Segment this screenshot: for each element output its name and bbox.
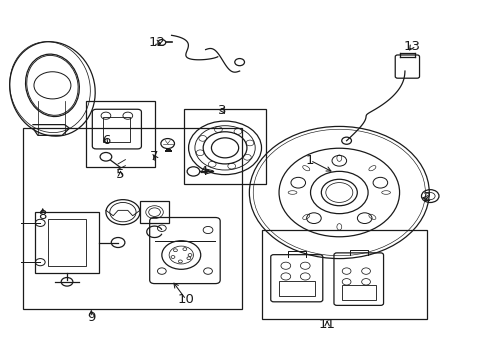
- Bar: [278, 281, 314, 296]
- Text: 12: 12: [148, 36, 165, 49]
- Circle shape: [321, 179, 357, 206]
- Bar: [86, 102, 154, 167]
- Text: 1: 1: [305, 154, 314, 167]
- Text: 9: 9: [87, 311, 95, 324]
- Text: 4: 4: [199, 165, 207, 177]
- Text: 11: 11: [318, 318, 335, 331]
- Text: 3: 3: [218, 104, 226, 117]
- Text: 6: 6: [102, 134, 110, 147]
- Text: 13: 13: [403, 40, 420, 53]
- Text: 5: 5: [116, 168, 124, 181]
- Bar: [23, 128, 242, 309]
- Text: 8: 8: [39, 209, 47, 222]
- Text: 10: 10: [177, 293, 194, 306]
- Bar: [140, 202, 169, 223]
- Bar: [261, 230, 426, 319]
- Bar: [103, 117, 130, 143]
- Bar: [35, 212, 99, 273]
- Text: 7: 7: [150, 150, 159, 163]
- Bar: [47, 219, 86, 266]
- Bar: [183, 109, 266, 184]
- Bar: [341, 285, 375, 300]
- Text: 2: 2: [422, 192, 430, 204]
- Ellipse shape: [25, 54, 79, 117]
